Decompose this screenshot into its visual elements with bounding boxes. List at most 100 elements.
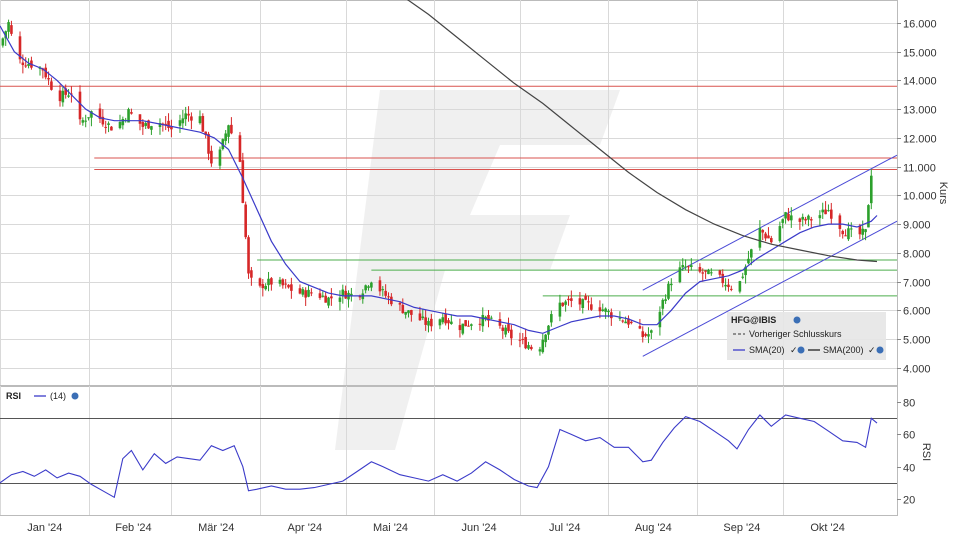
candle-body xyxy=(687,266,690,268)
candle-body xyxy=(801,216,805,220)
price-tick-label: 4.000 xyxy=(903,364,931,376)
candle-body xyxy=(304,290,307,298)
candle-body xyxy=(167,120,170,128)
legend-box xyxy=(727,312,886,360)
candle-body xyxy=(861,228,865,235)
rsi-axis-title: RSI xyxy=(920,443,932,461)
candle-body xyxy=(550,314,553,323)
candle-body xyxy=(327,297,330,306)
candle-body xyxy=(90,111,93,118)
candle-body xyxy=(441,317,445,323)
price-tick-label: 9.000 xyxy=(903,220,931,232)
candle-body xyxy=(658,311,662,328)
candle-body xyxy=(370,282,373,288)
candle-body xyxy=(541,339,545,353)
price-grid xyxy=(0,0,898,386)
candle-body xyxy=(664,299,667,302)
candle-body xyxy=(130,112,133,114)
candle-body xyxy=(438,319,442,326)
candle-body xyxy=(238,135,242,162)
candle-body xyxy=(227,125,230,137)
candle-body xyxy=(310,292,313,294)
candle-body xyxy=(630,321,633,324)
candle-body xyxy=(87,117,90,119)
candle-body xyxy=(450,321,453,324)
candle-body xyxy=(107,123,110,125)
candle-body xyxy=(367,286,370,288)
candle-body xyxy=(261,284,265,289)
rsi-legend: RSI (14) xyxy=(6,391,79,401)
candle-body xyxy=(358,295,362,298)
candle-body xyxy=(321,295,325,297)
candle-body xyxy=(747,258,750,264)
price-axis: 4.000 5.000 6.000 7.000 8.000 9.000 10.000 11.0… xyxy=(897,19,937,376)
candle-body xyxy=(467,325,470,327)
candle-body xyxy=(667,283,670,299)
sma20-line xyxy=(0,25,878,334)
candle-body xyxy=(250,270,253,278)
candle-body xyxy=(564,301,567,305)
legend-info-icon[interactable] xyxy=(793,316,801,324)
candle-body xyxy=(187,113,190,116)
price-tick-label: 12.000 xyxy=(903,134,937,146)
candle-body xyxy=(490,317,493,319)
candle-body xyxy=(741,276,745,278)
candle-body xyxy=(81,120,85,123)
legend-sma20-info-icon[interactable] xyxy=(797,346,805,354)
candle-body xyxy=(818,215,822,219)
candle-body xyxy=(464,320,467,327)
candle-body xyxy=(784,212,787,219)
candle-body xyxy=(1,38,5,46)
candle-body xyxy=(738,281,742,292)
candle-body xyxy=(778,226,782,242)
candle-body xyxy=(210,150,213,164)
candle-body xyxy=(809,219,813,221)
candle-body xyxy=(864,229,867,233)
candle-body xyxy=(241,160,245,203)
candle-body xyxy=(301,289,305,295)
candle-body xyxy=(578,298,582,305)
time-tick-label: Jun '24 xyxy=(461,522,496,534)
price-tick-label: 7.000 xyxy=(903,278,931,290)
candle-body xyxy=(401,304,405,314)
legend-prev-close-label: Vorheriger Schlusskurs xyxy=(749,329,842,339)
candle-body xyxy=(730,288,733,290)
candle-body xyxy=(821,209,825,213)
price-tick-label: 10.000 xyxy=(903,191,937,203)
candle-body xyxy=(781,219,785,223)
candle-body xyxy=(78,91,82,120)
candle-body xyxy=(18,36,22,60)
candle-body xyxy=(498,319,502,326)
channel-lower-line xyxy=(642,220,898,357)
candle-body xyxy=(418,313,422,321)
candle-body xyxy=(144,123,147,126)
time-tick-label: Mär '24 xyxy=(198,522,234,534)
candle-body xyxy=(7,22,10,32)
candle-body xyxy=(427,320,430,326)
candle-body xyxy=(678,267,682,283)
candle-body xyxy=(230,124,233,134)
rsi-legend-info-icon[interactable] xyxy=(71,392,79,400)
legend-sma20-check-icon[interactable]: ✓ xyxy=(790,345,798,355)
candle-body xyxy=(244,204,247,238)
candle-body xyxy=(478,323,482,325)
candle-body xyxy=(607,310,610,313)
rsi-legend-title: RSI xyxy=(6,391,21,401)
time-tick-label: Jul '24 xyxy=(549,522,580,534)
candle-body xyxy=(4,31,8,39)
candle-body xyxy=(604,308,607,312)
candle-body xyxy=(761,230,765,233)
legend-sma200-info-icon[interactable] xyxy=(876,346,884,354)
candle-body xyxy=(138,114,142,124)
candle-body xyxy=(404,311,407,315)
rsi-tick-label: 20 xyxy=(903,495,915,507)
price-tick-label: 15.000 xyxy=(903,48,937,60)
candle-body xyxy=(204,131,207,136)
legend-sma200-check-icon[interactable]: ✓ xyxy=(868,345,876,355)
candle-body xyxy=(430,318,433,327)
candle-body xyxy=(290,284,293,291)
candle-body xyxy=(410,309,413,315)
rsi-grid xyxy=(0,386,898,516)
candle-body xyxy=(338,297,342,302)
candle-body xyxy=(558,302,562,317)
